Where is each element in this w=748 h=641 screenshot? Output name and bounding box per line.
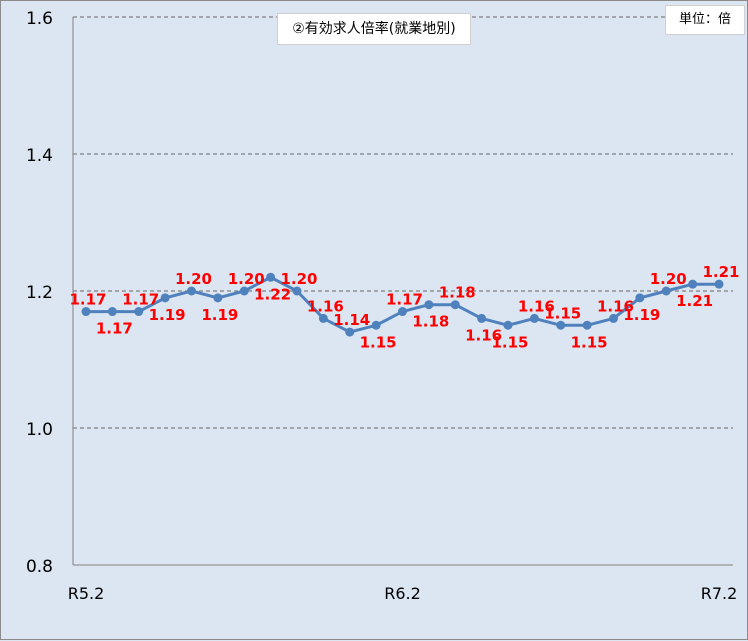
data-point	[292, 286, 302, 296]
chart-title: ②有効求人倍率(就業地別)	[277, 13, 471, 45]
unit-label: 単位：倍	[665, 5, 745, 35]
data-label: 1.19	[201, 306, 238, 324]
y-tick-label: 0.8	[26, 557, 53, 577]
data-label: 1.22	[254, 285, 291, 303]
data-label: 1.17	[122, 291, 159, 309]
data-point	[81, 307, 91, 317]
data-point	[688, 279, 698, 289]
data-label: 1.14	[333, 311, 370, 329]
data-label: 1.16	[307, 297, 344, 315]
data-point	[213, 293, 223, 303]
data-label: 1.19	[149, 306, 186, 324]
y-tick-label: 1.6	[26, 9, 53, 29]
data-label: 1.17	[386, 291, 423, 309]
data-label: 1.15	[491, 333, 528, 351]
data-label: 1.17	[69, 291, 106, 309]
x-tick-labels: R5.2 R6.2 R7.2	[68, 584, 738, 603]
data-label: 1.19	[623, 306, 660, 324]
x-tick-label: R5.2	[68, 584, 105, 603]
data-point	[160, 293, 170, 303]
data-point	[371, 320, 381, 330]
data-label: 1.21	[702, 263, 739, 281]
data-labels: 1.171.171.171.191.201.191.201.221.201.16…	[69, 263, 739, 351]
data-label: 1.16	[597, 297, 634, 315]
data-point	[609, 313, 618, 323]
data-points	[81, 272, 724, 337]
data-point	[134, 307, 144, 317]
data-label: 1.16	[465, 326, 502, 344]
data-point	[107, 307, 117, 317]
data-point	[477, 313, 487, 323]
data-label: 1.20	[175, 270, 212, 288]
data-point	[635, 293, 645, 303]
data-label: 1.15	[544, 304, 581, 322]
data-point	[239, 286, 249, 296]
data-point	[529, 313, 539, 323]
data-point	[424, 300, 434, 310]
data-point	[266, 272, 276, 282]
data-point	[450, 300, 460, 310]
grid-lines	[73, 16, 733, 429]
data-label: 1.18	[439, 284, 476, 302]
data-label: 1.17	[96, 320, 133, 338]
data-label: 1.20	[650, 270, 687, 288]
data-point	[318, 313, 328, 323]
data-label: 1.15	[571, 333, 608, 351]
data-point	[345, 327, 355, 337]
data-label: 1.20	[228, 270, 265, 288]
data-label: 1.15	[360, 333, 397, 351]
data-label: 1.16	[518, 297, 555, 315]
x-tick-label: R7.2	[701, 584, 738, 603]
y-tick-label: 1.2	[26, 283, 53, 303]
y-tick-labels: 0.8 1.0 1.2 1.4 1.6	[26, 9, 53, 577]
data-point	[503, 320, 513, 330]
data-point	[661, 286, 671, 296]
data-point	[398, 307, 407, 317]
data-point	[714, 279, 724, 289]
data-point	[187, 286, 196, 296]
data-label: 1.21	[676, 292, 713, 310]
data-label: 1.18	[412, 313, 449, 331]
x-tick-label: R6.2	[384, 584, 421, 603]
data-label: 1.20	[280, 270, 317, 288]
y-tick-label: 1.4	[26, 146, 53, 166]
data-point	[556, 320, 566, 330]
data-point	[582, 320, 592, 330]
y-tick-label: 1.0	[26, 420, 53, 440]
